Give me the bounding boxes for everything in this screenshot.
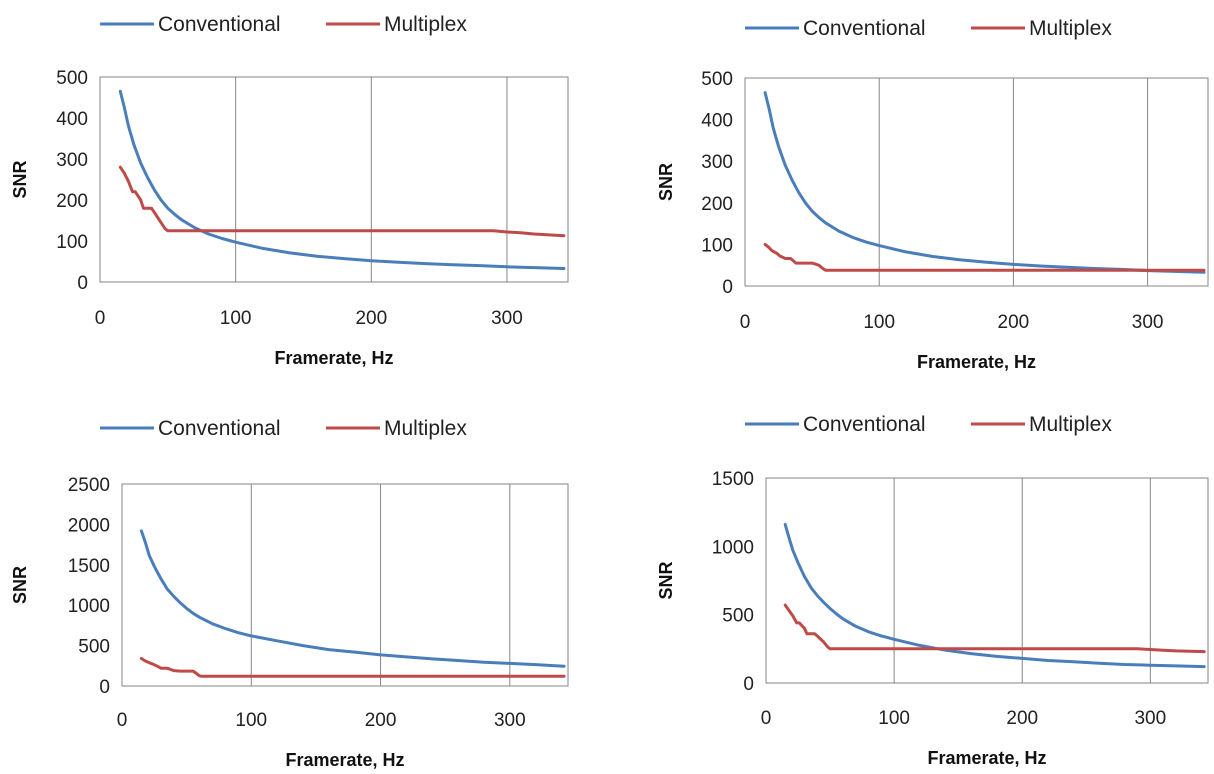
y-tick-label: 1000	[712, 537, 754, 558]
x-tick-label: 200	[998, 312, 1030, 333]
x-axis-title: Framerate, Hz	[917, 352, 1036, 372]
x-axis-title: Framerate, Hz	[285, 750, 404, 770]
y-tick-label: 500	[722, 606, 754, 627]
series-line-conventional	[139, 529, 566, 668]
series-line-conventional	[118, 89, 566, 270]
y-tick-label: 0	[743, 674, 754, 695]
legend-label-multiplex: Multiplex	[384, 417, 467, 440]
y-tick-label: 0	[722, 277, 733, 298]
x-tick-label: 300	[491, 308, 523, 329]
series-line-multiplex	[139, 657, 566, 678]
y-tick-label: 300	[701, 152, 733, 173]
chart-2: 0 100 200 300 0 100 200 300 400 500 Framerate, Hz S…	[656, 17, 1209, 372]
y-tick-label: 500	[701, 69, 733, 90]
legend: Conventional Multiplex	[100, 13, 467, 36]
y-axis-title: SNR	[656, 561, 676, 599]
x-tick-label: 0	[740, 312, 751, 333]
x-tick-label: 100	[220, 308, 252, 329]
x-tick-label: 200	[355, 308, 387, 329]
x-axis-title: Framerate, Hz	[274, 348, 393, 368]
y-tick-label: 2000	[68, 515, 110, 536]
plot-area-frame	[99, 76, 569, 283]
x-tick-label: 300	[494, 710, 526, 731]
x-tick-label: 100	[863, 312, 895, 333]
y-tick-label: 500	[56, 68, 88, 89]
series-line-multiplex	[783, 603, 1206, 654]
legend: Conventional Multiplex	[745, 413, 1112, 436]
series-line-conventional	[783, 523, 1206, 669]
series-line-conventional	[763, 91, 1206, 274]
legend-label-multiplex: Multiplex	[1029, 17, 1112, 40]
y-tick-label: 1500	[68, 556, 110, 577]
y-tick-label: 200	[56, 191, 88, 212]
y-axis-title: SNR	[656, 163, 676, 201]
legend: Conventional Multiplex	[100, 417, 467, 440]
y-tick-label: 100	[701, 235, 733, 256]
series-line-multiplex	[118, 165, 566, 238]
y-tick-label: 200	[701, 194, 733, 215]
x-tick-label: 200	[1006, 708, 1038, 729]
x-tick-label: 300	[1132, 312, 1164, 333]
x-tick-label: 100	[235, 710, 267, 731]
plot-area-frame	[765, 477, 1209, 684]
y-tick-label: 0	[99, 677, 110, 698]
y-axis-title: SNR	[10, 160, 30, 198]
y-tick-label: 300	[56, 150, 88, 171]
x-tick-label: 0	[95, 308, 106, 329]
plot-area-frame	[744, 77, 1209, 287]
series-line-multiplex	[763, 242, 1206, 272]
chart-1: 0 100 200 300 0 100 200 300 400 500 Framerate, Hz S…	[10, 13, 569, 368]
legend-label-conventional: Conventional	[158, 13, 281, 36]
legend-label-multiplex: Multiplex	[1029, 413, 1112, 436]
chart-3: 0 100 200 300 0 500 1000 1500 2000 2500 Framerate,…	[10, 417, 569, 770]
y-tick-label: 100	[56, 232, 88, 253]
y-tick-label: 400	[56, 109, 88, 130]
x-tick-label: 100	[878, 708, 910, 729]
y-axis-title: SNR	[10, 566, 30, 604]
y-tick-label: 2500	[68, 475, 110, 496]
legend-label-conventional: Conventional	[158, 417, 281, 440]
y-tick-label: 1500	[712, 469, 754, 490]
x-tick-label: 200	[365, 710, 397, 731]
y-tick-label: 500	[78, 637, 110, 658]
plot-area-frame	[121, 483, 569, 687]
y-tick-label: 1000	[68, 596, 110, 617]
legend-label-conventional: Conventional	[803, 17, 926, 40]
x-axis-title: Framerate, Hz	[927, 748, 1046, 768]
y-tick-label: 400	[701, 111, 733, 132]
legend-label-conventional: Conventional	[803, 413, 926, 436]
x-tick-label: 300	[1134, 708, 1166, 729]
legend: Conventional Multiplex	[745, 17, 1112, 40]
x-tick-label: 0	[117, 710, 128, 731]
x-tick-label: 0	[761, 708, 772, 729]
chart-4: 0 100 200 300 0 500 1000 1500 Framerate, Hz SNR Co…	[656, 413, 1209, 768]
y-tick-label: 0	[77, 273, 88, 294]
legend-label-multiplex: Multiplex	[384, 13, 467, 36]
